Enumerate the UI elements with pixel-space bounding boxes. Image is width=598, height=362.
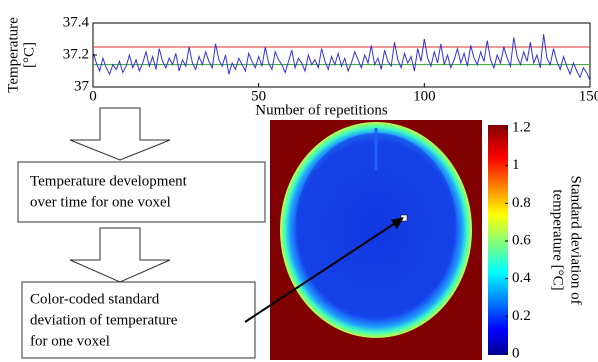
colorbar-tick-label: 0.2 [512, 308, 531, 324]
colorbar-tick-label: 1.2 [512, 119, 531, 135]
flow-arrow [70, 228, 170, 282]
colorbar-tick-label: 0.4 [512, 270, 531, 286]
y-axis-label: [°C] [21, 42, 37, 68]
box [18, 162, 265, 222]
colorbar-tick-label: 1 [512, 157, 520, 173]
y-tick-label: 37.2 [63, 46, 89, 62]
colorbar [488, 125, 508, 355]
colorbar-tick-label: 0.6 [512, 232, 531, 248]
box-text: over time for one voxel [30, 194, 171, 210]
y-tick-label: 37 [74, 78, 90, 94]
figure: 3737.237.4050100150Number of repetitions… [0, 0, 598, 362]
x-tick-label: 100 [413, 88, 436, 104]
y-axis-label: Temperature [5, 17, 21, 93]
plot-area [93, 23, 590, 87]
x-tick-label: 150 [579, 88, 598, 104]
box-text: for one voxel [30, 333, 110, 349]
flow-arrow [70, 108, 170, 160]
x-axis-label: Number of repetitions [255, 102, 388, 118]
colorbar-label: Standard deviation of [568, 175, 584, 304]
x-tick-label: 0 [89, 88, 97, 104]
y-tick-label: 37.4 [63, 14, 90, 30]
box-text: Color-coded standard [30, 291, 160, 307]
colorbar-label: temperature [°C] [550, 189, 566, 290]
colorbar-tick-label: 0.8 [512, 195, 531, 211]
box-text: Temperature development [30, 173, 188, 189]
colorbar-tick-label: 0 [512, 345, 520, 361]
box-text: deviation of temperature [30, 312, 178, 328]
